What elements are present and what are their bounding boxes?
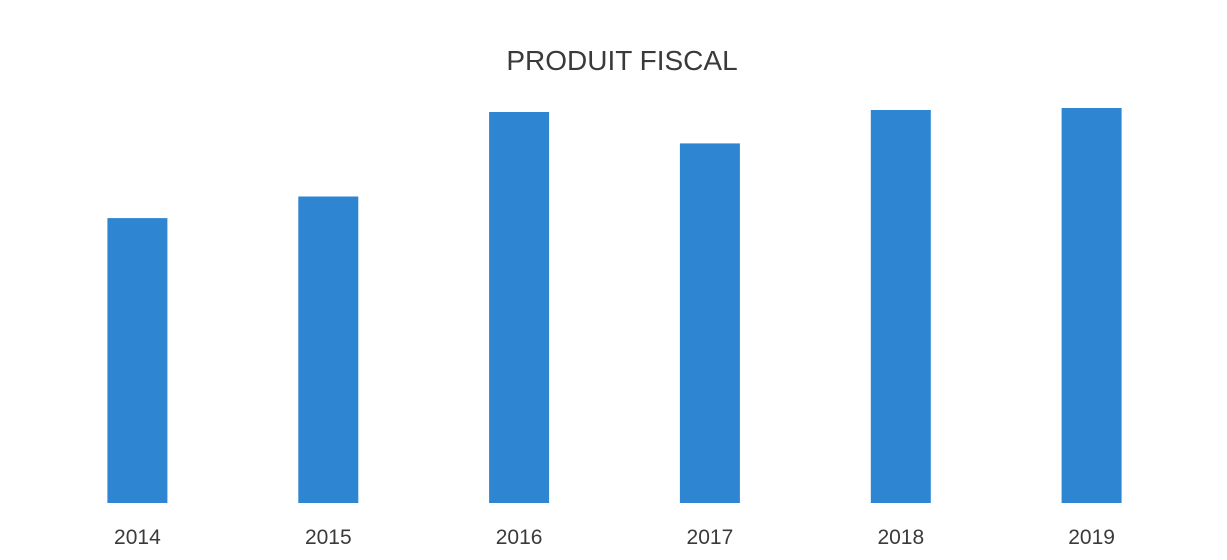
x-tick-label-2014: 2014 — [114, 526, 161, 549]
bar-2018 — [870, 110, 931, 503]
x-tick-label-2019: 2019 — [1068, 526, 1115, 549]
bar-2017 — [679, 143, 740, 503]
x-tick-label-2016: 2016 — [496, 526, 543, 549]
chart-title: PRODUIT FISCAL — [506, 45, 737, 76]
x-tick-label-2018: 2018 — [877, 526, 924, 549]
bar-2016 — [489, 112, 550, 503]
bar-2015 — [298, 196, 359, 503]
x-tick-label-2015: 2015 — [305, 526, 352, 549]
bar-group — [107, 108, 1122, 503]
bar-2019 — [1061, 108, 1122, 503]
x-axis-tick-labels: 2014 2015 2016 2017 2018 2019 — [114, 526, 1115, 549]
bar-2014 — [107, 218, 168, 503]
x-tick-label-2017: 2017 — [687, 526, 734, 549]
